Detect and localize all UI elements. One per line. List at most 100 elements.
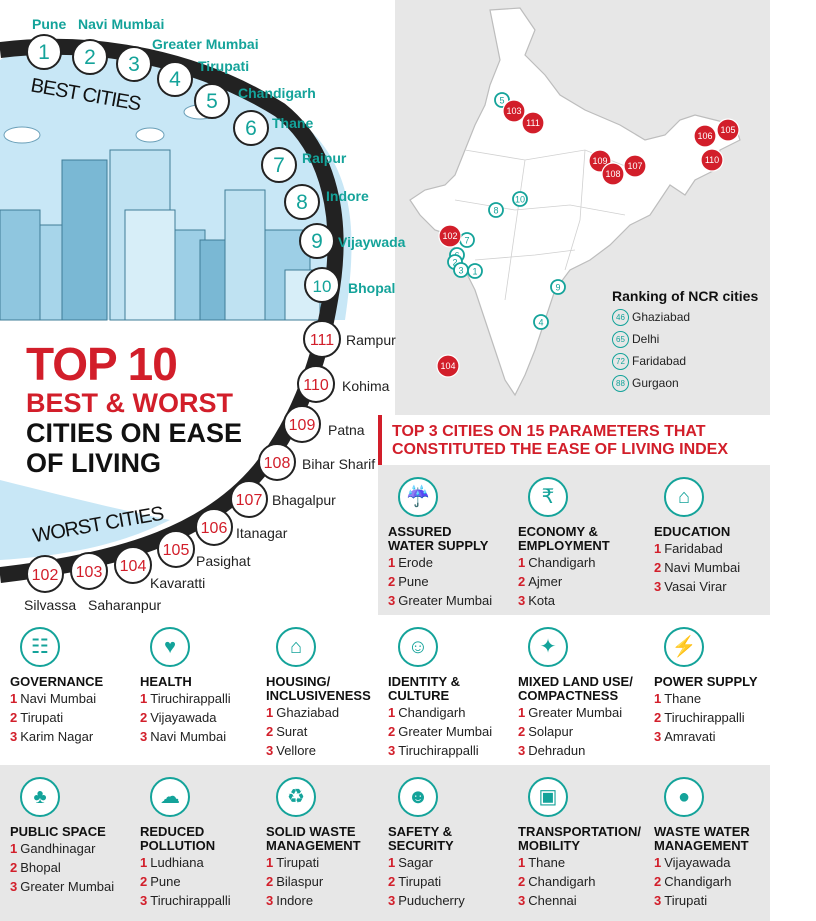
parameter-rank-number: 3 xyxy=(266,893,274,908)
ncr-rank-badge: 88 xyxy=(612,374,629,392)
best-rank-badge: 1 xyxy=(26,34,62,70)
power-plug-icon: ⚡ xyxy=(664,627,704,667)
map-marker-label: 5 xyxy=(499,96,504,106)
parameter-rank-row: 3 Vellore xyxy=(266,741,376,760)
map-marker-label: 105 xyxy=(720,125,735,135)
parameter-city-name: Ajmer xyxy=(528,574,563,589)
parameter-rank-row: 2 Tirupati xyxy=(10,708,128,727)
worst-rank-number: 105 xyxy=(163,542,190,559)
parameter-rank-number: 3 xyxy=(388,893,396,908)
parameter-rank-row: 1 Tirupati xyxy=(266,853,376,872)
parameter-city-name: Amravati xyxy=(664,729,716,744)
best-city-name: Navi Mumbai xyxy=(78,16,165,32)
best-city-name: Raipur xyxy=(302,150,347,166)
parameter-rank-number: 1 xyxy=(388,555,396,570)
ncr-city-name: Delhi xyxy=(632,332,660,346)
worst-rank-badge: 110 xyxy=(297,365,335,403)
parameter-title: POLLUTION xyxy=(140,838,216,853)
parameter-title: EMPLOYMENT xyxy=(518,538,610,553)
worst-city-name: Bihar Sharif xyxy=(302,456,376,472)
parameter-rank-row: 3 Karim Nagar xyxy=(10,727,128,746)
parameters-heading-line2: CONSTITUTED THE EASE OF LIVING INDEX xyxy=(392,441,729,458)
worst-city-name: Kavaratti xyxy=(150,575,206,591)
parameter-rank-number: 2 xyxy=(388,874,396,889)
parameter-rank-number: 3 xyxy=(140,893,148,908)
parameter-card: ⌂ HOUSING/INCLUSIVENESS 1 Ghaziabad 2 Surat 3 V… xyxy=(256,615,378,765)
parameter-city-name: Pune xyxy=(398,574,429,589)
parameter-city-name: Bilaspur xyxy=(276,874,324,889)
worst-city-name: Pasighat xyxy=(196,553,251,569)
parameter-rank-row: 2 Bhopal xyxy=(10,858,128,877)
parameter-city-name: Vellore xyxy=(276,743,316,758)
best-rank-badge: 8 xyxy=(284,184,320,220)
worst-rank-number: 104 xyxy=(120,558,147,575)
parameter-rank-row: 2 Navi Mumbai xyxy=(654,558,768,577)
parameter-rank-number: 1 xyxy=(266,855,274,870)
parameter-title: INCLUSIVENESS xyxy=(266,688,371,703)
parameter-rank-number: 2 xyxy=(10,860,18,875)
worst-rank-badge: 102 xyxy=(26,555,64,593)
ncr-title: Ranking of NCR cities xyxy=(612,288,759,304)
worst-city-name: Rampur xyxy=(346,332,396,348)
parameter-rank-number: 3 xyxy=(518,593,526,608)
parameter-city-name: Tiruchirappalli xyxy=(398,743,479,758)
parameter-rank-number: 2 xyxy=(10,710,18,725)
parameter-city-name: Sagar xyxy=(398,855,433,870)
worst-rank-number: 110 xyxy=(303,377,329,394)
best-city-name: Vijaywada xyxy=(338,234,406,250)
park-bench-icon: ♣ xyxy=(20,777,60,817)
parameter-card: ✦ MIXED LAND USE/COMPACTNESS 1 Greater Mumb… xyxy=(508,615,644,765)
parameter-card: ₹ ECONOMY & EMPLOYMENT 1 Chandigarh 2 Ajmer 3 Ko… xyxy=(508,465,644,615)
map-marker-worst xyxy=(521,111,545,135)
parameter-rank-number: 2 xyxy=(518,574,526,589)
parameter-card: ☷ GOVERNANCE 1 Navi Mumbai 2 Tirupati 3 Karim N… xyxy=(0,615,130,765)
parameter-city-name: Navi Mumbai xyxy=(20,691,97,706)
parameter-card: ☁ REDUCED POLLUTION 1 Ludhiana 2 Pune 3 Tiruchir… xyxy=(130,765,256,921)
worst-ground xyxy=(0,480,170,560)
parameter-rank-row: 1 Thane xyxy=(518,853,642,872)
parameter-city-name: Thane xyxy=(664,691,702,706)
worst-rank-badge: 109 xyxy=(283,405,321,443)
meeting-icon: ☷ xyxy=(20,627,60,667)
worst-rank-number: 111 xyxy=(310,332,334,349)
map-marker-best xyxy=(488,202,504,218)
parameter-title: TRANSPORTATION/ xyxy=(518,824,642,839)
map-marker-best xyxy=(533,314,549,330)
best-city-name: Greater Mumbai xyxy=(152,36,259,52)
parameter-rank-row: 1 Thane xyxy=(654,689,768,708)
parameter-rank-row: 3 Tiruchirappalli xyxy=(140,891,254,910)
parameter-rank-row: 2 Bilaspur xyxy=(266,872,376,891)
map-marker-label: 2 xyxy=(452,258,457,268)
parameter-rank-row: 3 Greater Mumbai xyxy=(10,877,128,896)
best-rank-number: 4 xyxy=(169,68,181,91)
parameter-rank-number: 2 xyxy=(266,724,274,739)
ncr-city-name: Gurgaon xyxy=(632,376,679,390)
map-marker-worst xyxy=(716,118,740,142)
parameter-rank-number: 3 xyxy=(388,743,396,758)
parameter-city-name: Vijayawada xyxy=(150,710,217,725)
best-city-name: Thane xyxy=(272,115,314,131)
best-rank-number: 8 xyxy=(296,191,308,214)
parameter-title: CULTURE xyxy=(388,688,450,703)
map-marker-label: 9 xyxy=(555,283,560,293)
parameter-city-name: Dehradun xyxy=(528,743,586,758)
parameter-city-name: Vasai Virar xyxy=(664,579,727,594)
best-city-name: Pune xyxy=(32,16,67,32)
parameter-rank-number: 3 xyxy=(654,893,662,908)
parameter-city-name: Greater Mumbai xyxy=(528,705,623,720)
parameter-city-name: Tirupati xyxy=(664,893,708,908)
headline-top10: TOP 10 xyxy=(26,338,178,390)
parameter-card: ☔ ASSURED WATER SUPPLY 1 Erode 2 Pune 3 Greater … xyxy=(378,465,508,615)
parameter-city-name: Solapur xyxy=(528,724,574,739)
worst-rank-number: 107 xyxy=(236,492,263,509)
parameter-rank-number: 2 xyxy=(388,724,396,739)
parameter-rank-row: 1 Erode xyxy=(388,553,506,572)
parameter-rank-number: 1 xyxy=(10,841,18,856)
map-marker-label: 110 xyxy=(705,155,719,165)
worst-rank-badge: 111 xyxy=(303,320,341,358)
best-rank-number: 3 xyxy=(128,53,140,76)
parameter-city-name: Tiruchirappalli xyxy=(664,710,745,725)
parameter-rank-number: 2 xyxy=(654,710,662,725)
parameter-rank-row: 1 Faridabad xyxy=(654,539,768,558)
parameter-city-name: Chandigarh xyxy=(398,705,466,720)
